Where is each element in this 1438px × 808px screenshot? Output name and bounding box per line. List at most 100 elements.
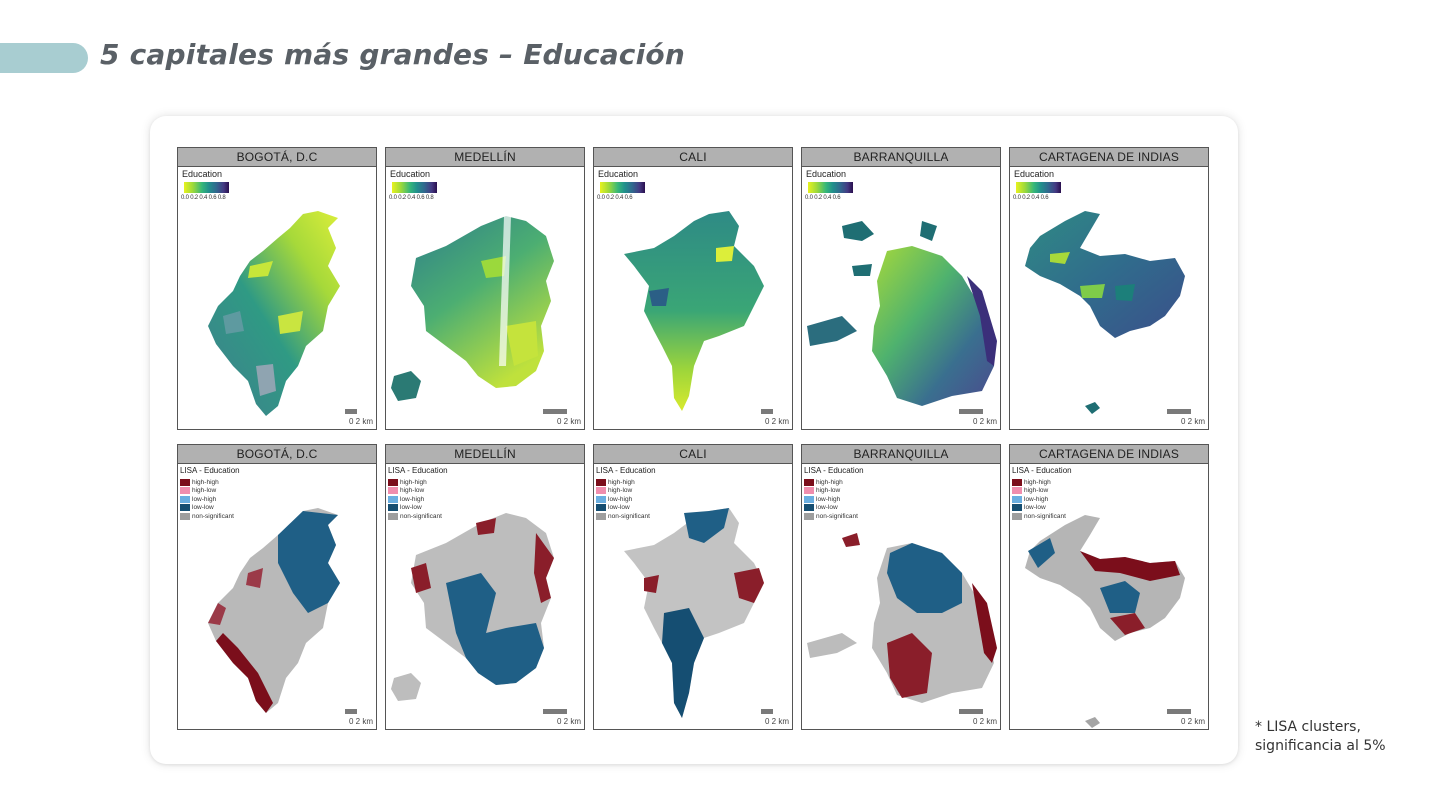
city-map-shape [624,508,764,718]
legend-ticks: 0.0 0.2 0.4 0.6 [597,195,633,201]
legend-item-non-significant: non-significant [388,512,442,521]
legend-swatch [388,478,398,486]
panel-title: BARRANQUILLA [802,445,1000,464]
scale-bar [1167,709,1191,714]
lisa-legend: high-high high-low low-high low-low non-… [804,478,858,521]
panel-title: MEDELLÍN [386,445,584,464]
legend-title: LISA - Education [804,466,864,475]
legend-swatch [596,487,606,495]
legend-item-high-low: high-low [596,487,650,496]
legend-label: low-high [1024,495,1049,503]
scale-label: 0 2 km [1180,717,1205,726]
lisa-legend: high-high high-low low-high low-low non-… [180,478,234,521]
legend-swatch [804,495,814,503]
legend-label: low-high [608,495,633,503]
legend-label: high-high [192,478,219,486]
legend-title: LISA - Education [1012,466,1072,475]
scale-bar [1167,409,1191,414]
scale-bar [345,409,357,414]
legend-label: low-low [816,504,838,512]
scale-bar [543,409,567,414]
legend-item-low-high: low-high [1012,495,1066,504]
legend-label: high-low [608,487,633,495]
legend-title: Education [182,169,223,179]
legend-item-high-high: high-high [388,478,442,487]
legend-ticks: 0.0 0.2 0.4 0.6 0.8 [181,195,226,201]
legend-item-non-significant: non-significant [180,512,234,521]
education-map-cali: CALI Education 0.0 0.2 0.4 0.6 0 2 km [593,147,793,430]
footnote-line-1: * LISA clusters, [1255,719,1361,735]
legend-swatch [804,504,814,512]
city-map-shape [391,216,554,401]
lisa-map-cali: CALI LISA - Education high-high high-low… [593,444,793,730]
legend-swatch [596,495,606,503]
legend-item-non-significant: non-significant [804,512,858,521]
panel-title: BARRANQUILLA [802,148,1000,167]
legend-swatch [804,512,814,520]
legend-title: Education [1014,169,1055,179]
legend-swatch [1012,495,1022,503]
legend-swatch [1012,504,1022,512]
scale-bar [959,709,983,714]
legend-item-low-low: low-low [388,504,442,513]
legend-swatch [388,487,398,495]
legend-label: low-low [400,504,422,512]
lisa-footnote: * LISA clusters, significancia al 5% [1255,718,1386,756]
legend-label: high-low [1024,487,1049,495]
legend-label: non-significant [608,512,650,520]
education-map-bogota: BOGOTÁ, D.C Education 0.0 0.2 0.4 0.6 0.… [177,147,377,430]
legend-item-low-high: low-high [804,495,858,504]
legend-swatch [180,478,190,486]
panel-title: CALI [594,148,792,167]
color-ramp [808,182,853,193]
legend-title: LISA - Education [180,466,240,475]
legend-item-low-high: low-high [388,495,442,504]
legend-swatch [1012,512,1022,520]
legend-label: non-significant [400,512,442,520]
scale-label: 0 2 km [764,417,789,426]
city-map-shape [807,533,997,703]
legend-label: high-high [1024,478,1051,486]
legend-label: high-low [816,487,841,495]
legend-item-non-significant: non-significant [1012,512,1066,521]
legend-ticks: 0.0 0.2 0.4 0.6 [805,195,841,201]
education-map-cartagena: CARTAGENA DE INDIAS Education 0.0 0.2 0.… [1009,147,1209,430]
legend-title: LISA - Education [388,466,448,475]
city-map-shape [391,513,554,701]
scale-label: 0 2 km [972,717,997,726]
legend-title: Education [806,169,847,179]
legend-swatch [596,504,606,512]
legend-swatch [1012,478,1022,486]
lisa-legend: high-high high-low low-high low-low non-… [388,478,442,521]
legend-swatch [180,495,190,503]
slide-title: 5 capitales más grandes – Educación [100,38,685,71]
legend-item-high-low: high-low [388,487,442,496]
legend-swatch [596,512,606,520]
legend-swatch [596,478,606,486]
legend-ticks: 0.0 0.2 0.4 0.6 0.8 [389,195,434,201]
city-map-shape [1025,515,1185,728]
city-map-shape [624,211,764,411]
legend-label: high-high [816,478,843,486]
scale-bar [959,409,983,414]
lisa-legend: high-high high-low low-high low-low non-… [596,478,650,521]
panel-title: CARTAGENA DE INDIAS [1010,445,1208,464]
legend-label: low-high [192,495,217,503]
color-ramp [184,182,229,193]
legend-label: high-low [192,487,217,495]
color-ramp [392,182,437,193]
lisa-legend: high-high high-low low-high low-low non-… [1012,478,1066,521]
footnote-line-2: significancia al 5% [1255,738,1386,754]
title-accent-pill [0,43,88,73]
panel-title: BOGOTÁ, D.C [178,445,376,464]
legend-label: high-low [400,487,425,495]
lisa-map-medellin: MEDELLÍN LISA - Education high-high high… [385,444,585,730]
legend-item-high-low: high-low [1012,487,1066,496]
legend-ticks: 0.0 0.2 0.4 0.6 [1013,195,1049,201]
legend-label: low-low [192,504,214,512]
scale-label: 0 2 km [556,417,581,426]
legend-item-low-high: low-high [596,495,650,504]
legend-swatch [388,512,398,520]
legend-item-low-low: low-low [804,504,858,513]
legend-label: non-significant [1024,512,1066,520]
